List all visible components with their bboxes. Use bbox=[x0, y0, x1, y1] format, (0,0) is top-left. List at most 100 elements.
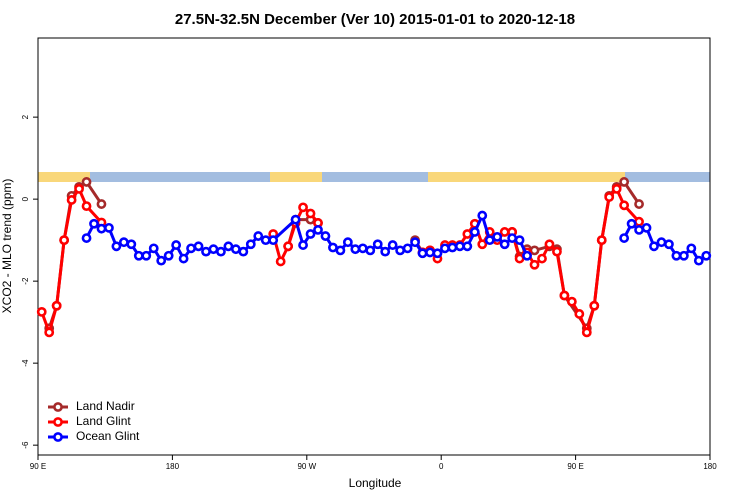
y-tick-label: 0 bbox=[21, 196, 30, 201]
point bbox=[298, 202, 308, 213]
chart-title: 27.5N-32.5N December (Ver 10) 2015-01-01… bbox=[175, 11, 575, 28]
point bbox=[59, 235, 70, 246]
point bbox=[499, 239, 510, 250]
point bbox=[454, 241, 465, 252]
x-tick-label: 0 bbox=[439, 462, 444, 471]
point bbox=[357, 243, 368, 254]
land bbox=[270, 172, 322, 182]
point bbox=[402, 243, 413, 254]
point bbox=[641, 222, 652, 233]
point bbox=[186, 243, 196, 254]
point bbox=[51, 300, 62, 311]
point bbox=[619, 177, 630, 187]
point bbox=[305, 229, 316, 239]
point bbox=[395, 245, 406, 256]
point bbox=[350, 244, 361, 255]
point bbox=[283, 241, 294, 252]
series-line bbox=[40, 185, 641, 338]
point bbox=[425, 247, 435, 258]
point bbox=[193, 241, 204, 252]
point bbox=[298, 240, 308, 250]
point bbox=[507, 233, 518, 243]
point bbox=[365, 245, 376, 256]
x-axis-label: Longitude bbox=[349, 476, 402, 490]
point bbox=[529, 259, 540, 270]
x-tick-label: 90 W bbox=[297, 462, 316, 471]
point bbox=[313, 224, 323, 235]
point bbox=[163, 250, 174, 261]
point bbox=[36, 306, 47, 317]
y-tick-label: -4 bbox=[21, 359, 30, 367]
point bbox=[245, 239, 256, 250]
point bbox=[544, 239, 555, 250]
point bbox=[462, 241, 473, 252]
point bbox=[514, 235, 525, 246]
y-tick-label: -6 bbox=[21, 441, 30, 449]
legend-marker bbox=[53, 417, 63, 427]
point bbox=[156, 255, 167, 266]
point bbox=[372, 239, 383, 250]
ocean bbox=[90, 172, 270, 182]
x-tick-label: 90 E bbox=[30, 462, 46, 471]
point bbox=[141, 250, 152, 261]
point bbox=[619, 233, 630, 243]
point bbox=[305, 208, 316, 219]
point bbox=[656, 237, 667, 248]
point bbox=[477, 210, 488, 221]
point bbox=[566, 296, 577, 307]
ocean bbox=[625, 172, 710, 182]
legend-label: Land Glint bbox=[76, 414, 131, 428]
point bbox=[529, 245, 540, 256]
x-tick-label: 180 bbox=[166, 462, 180, 471]
point bbox=[469, 227, 480, 237]
x-tick-label: 180 bbox=[703, 462, 717, 471]
point bbox=[596, 235, 607, 246]
point bbox=[320, 231, 331, 241]
x-tick-label: 90 E bbox=[567, 462, 583, 471]
point bbox=[686, 243, 697, 254]
point bbox=[492, 231, 503, 242]
point bbox=[216, 246, 226, 257]
series-line bbox=[85, 211, 708, 263]
point bbox=[693, 255, 704, 266]
point bbox=[462, 229, 473, 239]
legend-label: Ocean Glint bbox=[76, 429, 140, 443]
point bbox=[447, 242, 458, 253]
point bbox=[74, 183, 84, 194]
point bbox=[66, 195, 77, 205]
point bbox=[238, 246, 249, 257]
point bbox=[634, 224, 644, 235]
point bbox=[611, 183, 622, 194]
point bbox=[260, 235, 271, 246]
plot-frame bbox=[37, 37, 711, 456]
land bbox=[428, 172, 625, 182]
ocean bbox=[322, 172, 428, 182]
point bbox=[581, 327, 592, 338]
point bbox=[342, 237, 353, 248]
point bbox=[559, 290, 570, 301]
point bbox=[634, 216, 644, 227]
point bbox=[574, 309, 585, 319]
point bbox=[417, 248, 428, 259]
point bbox=[223, 241, 234, 252]
land-ocean-strip bbox=[38, 172, 710, 182]
point bbox=[275, 256, 286, 267]
legend-marker bbox=[53, 432, 63, 442]
point bbox=[328, 242, 338, 253]
point bbox=[118, 237, 129, 248]
point bbox=[178, 253, 189, 264]
point bbox=[290, 214, 301, 225]
point bbox=[133, 250, 144, 261]
point bbox=[96, 199, 107, 209]
point bbox=[664, 239, 674, 250]
point bbox=[148, 243, 159, 254]
point bbox=[671, 250, 682, 261]
point bbox=[410, 237, 420, 248]
point bbox=[230, 244, 241, 255]
legend-marker bbox=[53, 402, 63, 412]
point bbox=[126, 239, 137, 250]
point bbox=[104, 222, 114, 233]
point bbox=[701, 250, 712, 261]
y-tick-label: 2 bbox=[21, 114, 30, 119]
point bbox=[537, 253, 547, 264]
